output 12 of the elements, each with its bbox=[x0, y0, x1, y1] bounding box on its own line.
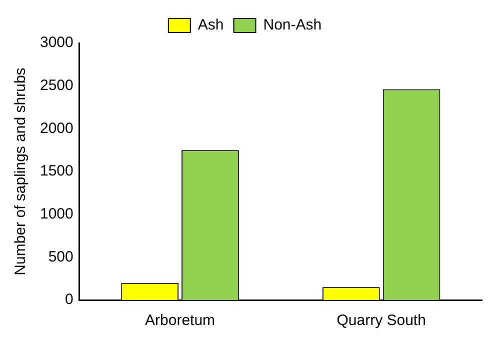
y-tick-label: 500 bbox=[48, 248, 74, 266]
y-tick-label: 1000 bbox=[40, 205, 74, 222]
x-tick-label: Arboretum bbox=[145, 312, 216, 330]
legend-label: Non-Ash bbox=[263, 16, 322, 34]
y-tick-label: 1500 bbox=[40, 162, 74, 180]
y-tick-label: 2000 bbox=[40, 120, 74, 137]
y-tick-label: 0 bbox=[65, 291, 74, 308]
y-tick-label: 3000 bbox=[40, 34, 74, 52]
y-axis-title: Number of saplings and shrubs bbox=[12, 68, 30, 276]
x-tick-label: Quarry South bbox=[336, 312, 426, 330]
legend-label: Ash bbox=[198, 16, 224, 34]
y-tick-label: 2500 bbox=[40, 76, 74, 94]
